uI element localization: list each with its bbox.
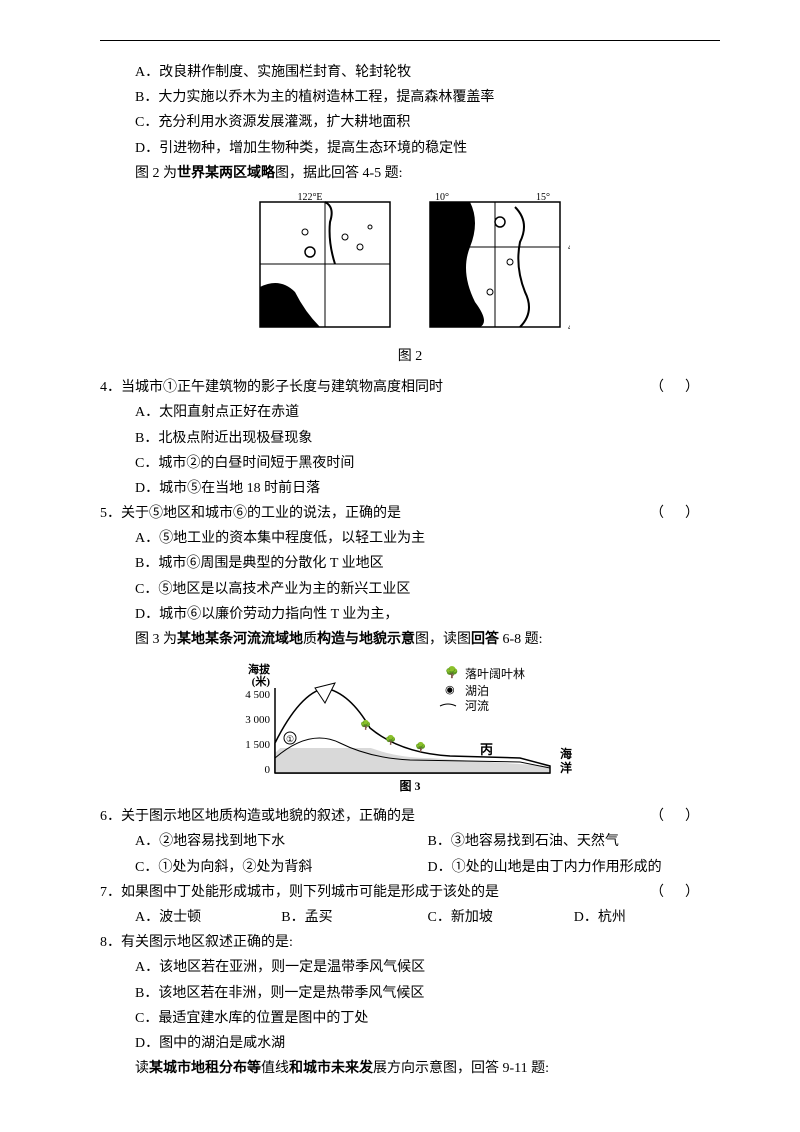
- question-4: 4．当城市①正午建筑物的影子长度与建筑物高度相同时 （）: [100, 375, 720, 400]
- svg-text:湖泊: 湖泊: [465, 683, 489, 698]
- svg-text:🌳: 🌳: [385, 734, 396, 745]
- question-6: 6．关于图示地区地质构造或地貌的叙述，正确的是 （）: [100, 804, 720, 829]
- pre-option-b: B．大力实施以乔木为主的植树造林工程，提高森林覆盖率: [100, 85, 720, 110]
- svg-text:🌳: 🌳: [360, 719, 371, 730]
- figure-3: 海拔 (米) 4 500 3 000 1 500 0 丙 海 洋 🌳 落叶阔叶林…: [100, 658, 720, 798]
- svg-text:41°: 41°: [568, 322, 570, 333]
- q8-option-d: D．图中的湖泊是咸水湖: [100, 1031, 720, 1056]
- svg-text:0: 0: [265, 764, 271, 776]
- q5-option-a: A．⑤地工业的资本集中程度低，以轻工业为主: [100, 526, 720, 551]
- pre-option-a: A．改良耕作制度、实施围栏封育、轮封轮牧: [100, 60, 720, 85]
- fig3-intro: 图 3 为某地某条河流流域地质构造与地貌示意图，读图回答 6-8 题:: [100, 627, 720, 652]
- q8-option-b: B．该地区若在非洲，则一定是热带季风气候区: [100, 981, 720, 1006]
- svg-text:洋: 洋: [560, 760, 572, 775]
- q7-options: A．波士顿 B．孟买 C．新加坡 D．杭州: [100, 905, 720, 930]
- svg-text:45°: 45°: [568, 242, 570, 253]
- svg-text:◉: ◉: [445, 684, 455, 696]
- svg-text:丙: 丙: [480, 742, 493, 757]
- svg-text:10°: 10°: [435, 192, 449, 203]
- svg-text:(米): (米): [252, 674, 271, 688]
- q4-option-d: D．城市⑤在当地 18 时前日落: [100, 476, 720, 501]
- q6-options-row2: C．①处为向斜，②处为背斜 D．①处的山地是由丁内力作用形成的: [100, 855, 720, 880]
- fig2-intro: 图 2 为世界某两区域略图，据此回答 4-5 题:: [100, 161, 720, 186]
- svg-text:河流: 河流: [465, 699, 489, 713]
- pre-option-d: D．引进物种，增加生物种类，提高生态环境的稳定性: [100, 136, 720, 161]
- question-8: 8．有关图示地区叙述正确的是:: [100, 930, 720, 955]
- svg-text:图 3: 图 3: [399, 779, 420, 793]
- svg-text:落叶阔叶林: 落叶阔叶林: [465, 667, 525, 681]
- q6-options-row1: A．②地容易找到地下水 B．③地容易找到石油、天然气: [100, 829, 720, 854]
- svg-text:🌳: 🌳: [445, 665, 459, 679]
- svg-text:①: ①: [286, 734, 294, 744]
- svg-text:海拔: 海拔: [248, 662, 271, 676]
- q8-option-c: C．最适宜建水库的位置是图中的丁处: [100, 1006, 720, 1031]
- fig2-caption: 图 2: [100, 344, 720, 369]
- pre-option-c: C．充分利用水资源发展灌溉，扩大耕地面积: [100, 110, 720, 135]
- q8-option-a: A．该地区若在亚洲，则一定是温带季风气候区: [100, 955, 720, 980]
- svg-text:15°: 15°: [536, 192, 550, 203]
- q4-option-c: C．城市②的白昼时间短于黑夜时间: [100, 451, 720, 476]
- question-7: 7．如果图中丁处能形成城市，则下列城市可能是形成于该处的是 （）: [100, 880, 720, 905]
- svg-text:3 000: 3 000: [245, 714, 270, 726]
- q5-option-c: C．⑤地区是以高技术产业为主的新兴工业区: [100, 577, 720, 602]
- svg-text:4 500: 4 500: [245, 689, 270, 701]
- closing-intro: 读某城市地租分布等值线和城市未来发展方向示意图，回答 9-11 题:: [100, 1056, 720, 1081]
- figure-2: 122°E 42° 40° 10° 15° 45° 41° 图 2: [100, 192, 720, 369]
- q5-option-b: B．城市⑥周围是典型的分散化 T 业地区: [100, 551, 720, 576]
- q5-option-d: D．城市⑥以廉价劳动力指向性 T 业为主，: [100, 602, 720, 627]
- svg-text:🌳: 🌳: [415, 741, 426, 752]
- svg-text:海: 海: [560, 746, 572, 761]
- q4-option-b: B．北极点附近出现极昼现象: [100, 426, 720, 451]
- svg-text:122°E: 122°E: [297, 192, 322, 203]
- svg-text:1 500: 1 500: [245, 739, 270, 751]
- q4-option-a: A．太阳直射点正好在赤道: [100, 400, 720, 425]
- question-5: 5．关于⑤地区和城市⑥的工业的说法，正确的是 （）: [100, 501, 720, 526]
